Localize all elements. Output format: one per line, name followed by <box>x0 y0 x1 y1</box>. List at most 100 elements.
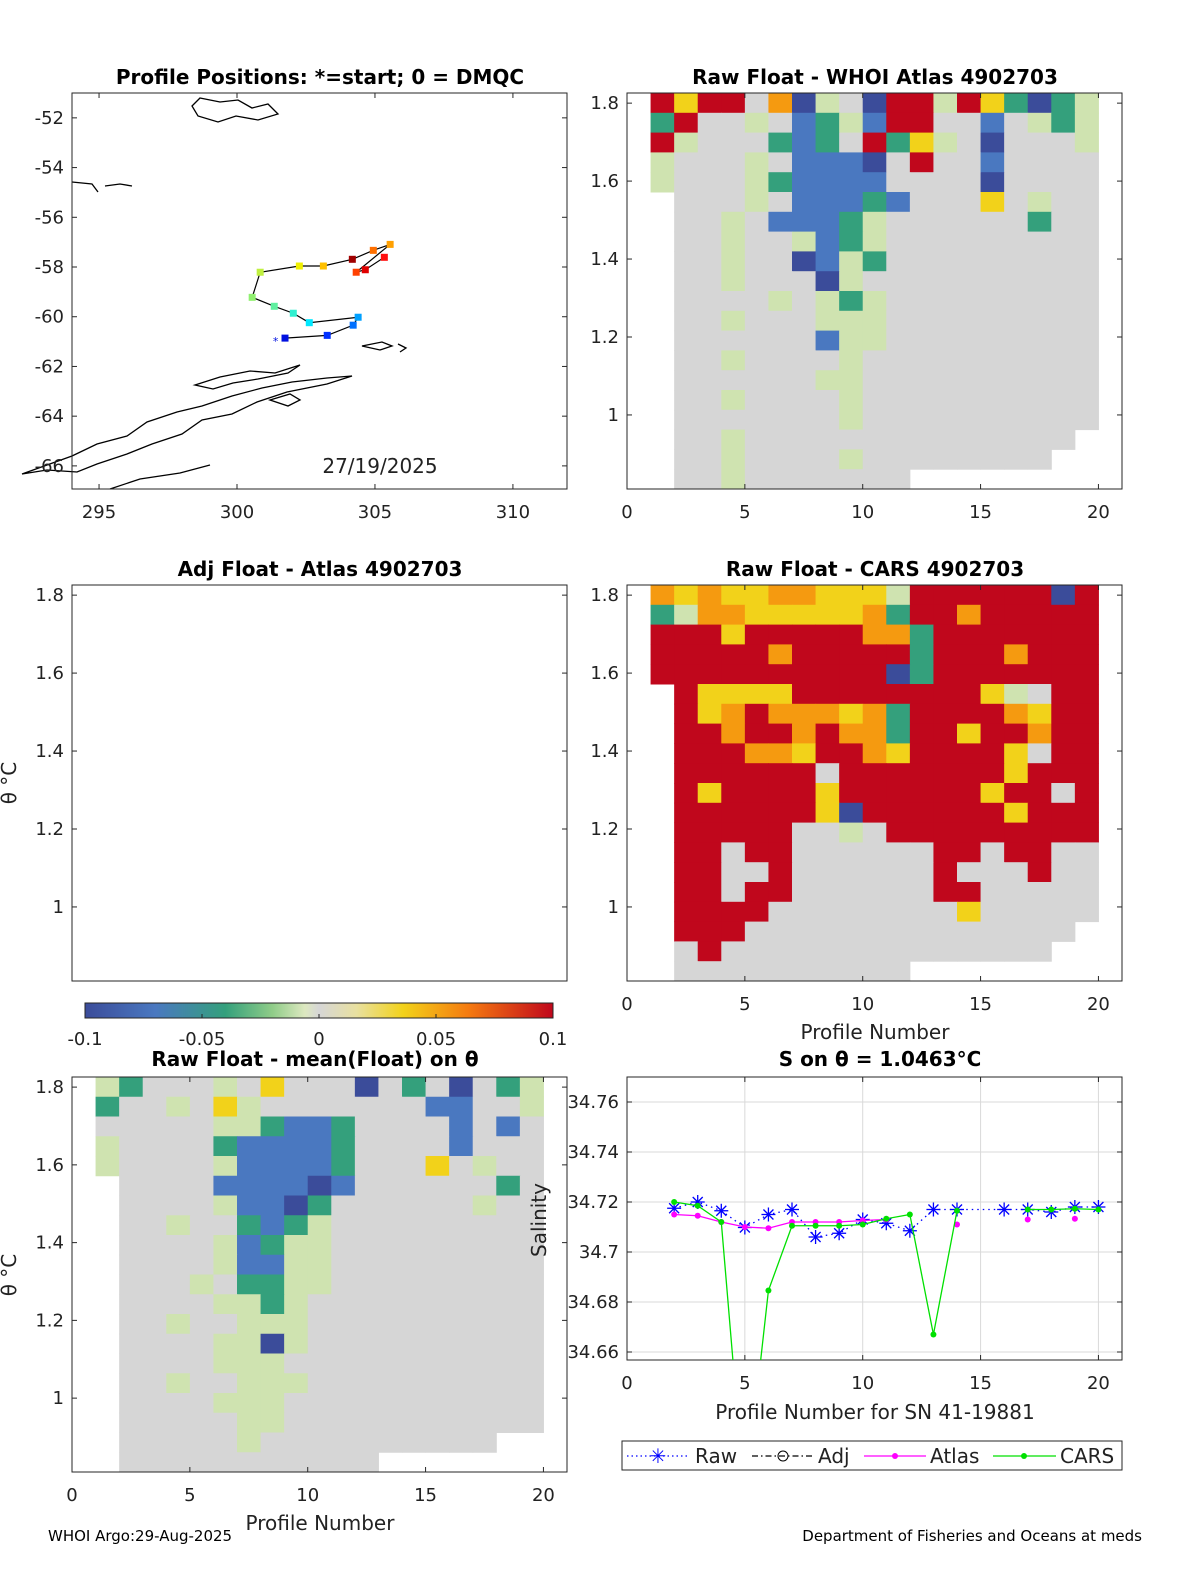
heatmap-cell <box>957 390 982 411</box>
heatmap-cell <box>768 901 793 923</box>
heatmap-cell <box>307 1452 332 1473</box>
heatmap-cell <box>1027 429 1052 450</box>
profile-position-marker <box>319 262 327 270</box>
heatmap-cell <box>957 370 982 391</box>
heatmap-cell <box>213 1412 238 1433</box>
heatmap-cell <box>815 882 840 903</box>
heatmap-cell <box>378 1195 403 1216</box>
heatmap-cell <box>957 802 982 824</box>
heatmap-cell <box>1004 842 1029 863</box>
asterisk-stroke <box>880 1217 892 1229</box>
heatmap-cell <box>284 1393 309 1414</box>
heatmap-cell <box>331 1432 356 1453</box>
heatmap-cell <box>284 1077 309 1098</box>
heatmap-cell <box>142 1432 167 1453</box>
x-tick-label: 10 <box>851 994 874 1015</box>
heatmap-cell <box>1004 802 1029 824</box>
heatmap-cell <box>449 1314 474 1335</box>
heatmap-cell <box>933 763 958 784</box>
heatmap-cell <box>768 921 793 942</box>
heatmap-cell <box>354 1116 379 1137</box>
heatmap-cell <box>697 862 722 883</box>
heatmap-cell <box>839 723 864 744</box>
adj-title: Adj Float - Atlas 4902703 <box>178 557 463 581</box>
heatmap-cell <box>721 449 746 470</box>
heatmap-cell <box>721 310 746 332</box>
heatmap-cell <box>674 624 699 645</box>
heatmap-cell <box>674 664 699 685</box>
heatmap-cell <box>839 251 864 272</box>
heatmap-cell <box>721 743 746 764</box>
heatmap-cell <box>425 1274 450 1295</box>
heatmap-cell <box>237 1136 262 1157</box>
heatmap-cell <box>933 921 958 942</box>
heatmap-cell <box>496 1175 521 1196</box>
heatmap-cell <box>496 1116 521 1137</box>
heatmap-cell <box>142 1393 167 1414</box>
heatmap-cell <box>1004 901 1029 923</box>
whoi-title: Raw Float - WHOI Atlas 4902703 <box>692 65 1058 89</box>
heatmap-cell <box>721 211 746 233</box>
heatmap-cell <box>1074 271 1099 292</box>
heatmap-cell <box>862 585 887 606</box>
heatmap-cell <box>1004 172 1029 193</box>
heatmap-cell <box>909 624 934 645</box>
heatmap-cell <box>862 862 887 883</box>
heatmap-cell <box>980 350 1005 371</box>
heatmap-cell <box>472 1096 497 1117</box>
heatmap-cell <box>331 1294 356 1315</box>
heatmap-cell <box>519 1333 544 1354</box>
heatmap-cell <box>862 961 887 982</box>
heatmap-cell <box>331 1096 356 1117</box>
heatmap-cell <box>260 1156 285 1177</box>
heatmap-cell <box>237 1333 262 1354</box>
heatmap-cell <box>284 1136 309 1157</box>
asterisk-stroke <box>833 1227 845 1239</box>
heatmap-cell <box>519 1156 544 1177</box>
heatmap-cell <box>886 961 911 982</box>
heatmap-cell <box>496 1195 521 1216</box>
heatmap-cell <box>980 802 1005 824</box>
heatmap-cell <box>1004 644 1029 665</box>
mean-ylabel: θ °C <box>0 1254 21 1297</box>
heatmap-cell <box>260 1116 285 1137</box>
heatmap-cell <box>957 842 982 863</box>
axes-box <box>71 92 568 490</box>
heatmap-cell <box>260 1412 285 1433</box>
heatmap-cell <box>815 604 840 626</box>
heatmap-cell <box>1027 822 1052 843</box>
salinity-ylabel: Salinity <box>527 1183 551 1257</box>
heatmap-cell <box>909 429 934 450</box>
heatmap-cell <box>260 1175 285 1196</box>
heatmap-cell <box>862 271 887 292</box>
heatmap-cell <box>792 664 817 685</box>
heatmap-cell <box>1051 822 1076 843</box>
heatmap-cell <box>519 1195 544 1216</box>
heatmap-cell <box>284 1294 309 1315</box>
heatmap-cell <box>697 921 722 942</box>
heatmap-cell <box>449 1215 474 1236</box>
heatmap-cell <box>792 192 817 213</box>
heatmap-cell <box>980 251 1005 272</box>
heatmap-cell <box>933 585 958 606</box>
heatmap-cell <box>933 723 958 744</box>
heatmap-cell <box>1074 112 1099 134</box>
heatmap-cell <box>119 1116 144 1137</box>
heatmap-cell <box>697 901 722 923</box>
x-tick-label: 20 <box>1087 1373 1110 1394</box>
heatmap-cell <box>697 723 722 744</box>
legend: ✳ Raw Adj Atlas CARS <box>621 1440 1123 1471</box>
heatmap-cell <box>862 644 887 665</box>
y-tick-label: -56 <box>35 207 64 228</box>
heatmap-cell <box>768 211 793 233</box>
heatmap-cell <box>674 783 699 804</box>
heatmap-cell <box>721 921 746 942</box>
heatmap-cell <box>1027 604 1052 626</box>
heatmap-cell <box>744 624 769 645</box>
heatmap-cell <box>862 132 887 153</box>
heatmap-cell <box>721 370 746 391</box>
heatmap-cell <box>1004 882 1029 903</box>
heatmap-cell <box>933 330 958 351</box>
heatmap-cell <box>1004 822 1029 843</box>
y-tick-label: 1 <box>53 897 64 918</box>
